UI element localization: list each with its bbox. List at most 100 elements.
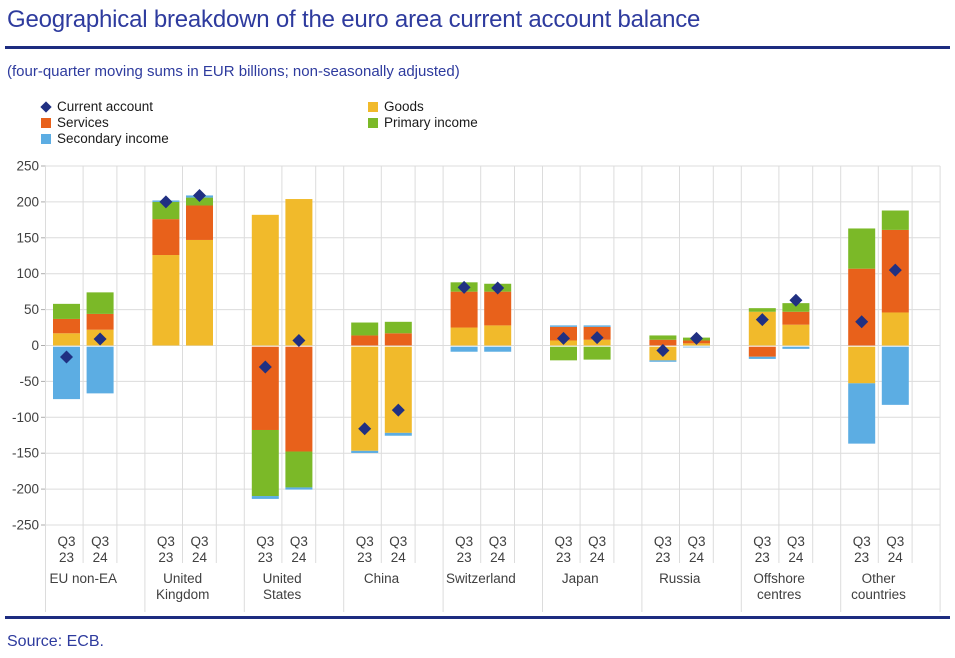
bar-segment-secondary <box>450 346 478 352</box>
current-account-marker <box>557 331 570 345</box>
y-tick-label: -100 <box>12 410 39 425</box>
bar-segment-goods <box>186 239 213 346</box>
x-tick-label: Q3 <box>489 534 507 549</box>
x-tick-label: Q3 <box>455 534 473 549</box>
y-tick-label: -200 <box>12 482 39 497</box>
y-axis-labels: 250 200 150 100 50 0 -50 -100 -150 -200 -250 <box>12 159 39 533</box>
current-account-marker <box>358 422 372 436</box>
current-account-marker <box>888 263 902 277</box>
x-tick-label: Q3 <box>787 534 805 549</box>
x-tick-label: Q3 <box>588 534 606 549</box>
bar-segment-secondary <box>86 346 114 394</box>
bar-segment-secondary <box>649 360 677 362</box>
bar-segment-primary <box>848 228 876 269</box>
current-account-marker <box>292 333 306 347</box>
x-tick-label: 24 <box>888 550 904 565</box>
bar-segment-services <box>186 205 213 240</box>
y-tick-label: 0 <box>31 338 39 353</box>
x-tick-label: 24 <box>788 550 804 565</box>
y-tick-label: 50 <box>24 302 39 317</box>
category-label: centres <box>757 587 802 602</box>
current-account-marker <box>93 332 107 346</box>
x-tick-label: Q3 <box>389 534 407 549</box>
current-account-marker <box>690 331 703 345</box>
x-tick-label: 23 <box>854 550 869 565</box>
bar-segment-services <box>384 333 412 346</box>
category-label: States <box>263 587 302 602</box>
category-label: China <box>364 571 400 586</box>
y-tick-label: 200 <box>16 194 39 209</box>
current-account-marker <box>789 293 803 307</box>
bar-segment-services <box>251 346 279 430</box>
current-account-marker <box>755 313 769 327</box>
x-tick-label: 23 <box>755 550 770 565</box>
x-tick-label: 23 <box>457 550 472 565</box>
current-account-marker <box>60 350 73 364</box>
category-label: countries <box>851 587 906 602</box>
x-tick-label: 23 <box>59 550 74 565</box>
primary-income-swatch-icon <box>368 117 378 128</box>
bar-segment-primary <box>53 303 80 319</box>
bar-segment-goods <box>782 324 810 346</box>
legend-item-primary-income: Primary income <box>368 115 478 130</box>
current-account-marker <box>855 315 869 329</box>
bar-segment-primary <box>881 210 909 230</box>
category-label: Other <box>862 571 896 586</box>
bar-segment-services <box>848 268 876 346</box>
legend-label: Goods <box>384 99 424 114</box>
x-tick-label: Q3 <box>853 534 871 549</box>
x-tick-label: Q3 <box>886 534 904 549</box>
x-tick-label: 24 <box>291 550 307 565</box>
legend-item-current-account: Current account <box>40 99 169 114</box>
y-tick-label: 150 <box>16 230 39 245</box>
category-separators <box>45 166 941 612</box>
current-account-marker <box>193 188 206 202</box>
current-account-marker <box>491 281 505 295</box>
legend-item-goods: Goods <box>368 99 478 114</box>
chart-title: Geographical breakdown of the euro area … <box>7 6 701 33</box>
chart-plot-container: 250 200 150 100 50 0 -50 -100 -150 -200 -250 Q3 23 Q3… <box>0 150 955 620</box>
current-account-diamond-icon <box>40 100 52 113</box>
legend-column-2: Goods Primary income <box>368 99 478 131</box>
y-tick-label: -250 <box>12 518 39 533</box>
x-tick-label: Q3 <box>654 534 672 549</box>
source-note: Source: ECB. <box>7 633 104 650</box>
x-tick-label: 23 <box>655 550 670 565</box>
x-tick-label: 24 <box>192 550 208 565</box>
x-tick-label: 23 <box>258 550 273 565</box>
bar-segment-services <box>285 346 313 452</box>
bar-segment-primary <box>649 335 677 340</box>
legend-label: Primary income <box>384 115 478 130</box>
bar-segment-secondary <box>881 346 909 405</box>
current-account-marker <box>457 280 471 294</box>
y-tick-label: -50 <box>19 374 39 389</box>
bar-segment-services <box>53 318 80 334</box>
bar-segment-goods <box>251 214 279 346</box>
bar-segment-secondary <box>848 383 876 444</box>
bar-segment-services <box>450 291 478 328</box>
bar-segment-goods <box>384 346 412 433</box>
x-tick-label: 23 <box>158 550 173 565</box>
bar-segment-primary <box>583 346 611 360</box>
bar-segment-services <box>748 346 776 357</box>
y-tick-label: -150 <box>12 446 39 461</box>
x-tick-label: 24 <box>93 550 109 565</box>
x-tick-label: 24 <box>590 550 606 565</box>
x-tick-label: 24 <box>391 550 407 565</box>
bar-segment-secondary <box>351 450 379 453</box>
bar-segment-primary <box>285 451 313 488</box>
x-tick-label: Q3 <box>157 534 175 549</box>
x-tick-label: Q3 <box>687 534 705 549</box>
bar-segment-goods <box>484 325 512 346</box>
bar-segment-primary <box>782 303 810 312</box>
secondary-income-swatch-icon <box>41 133 51 144</box>
category-label: Russia <box>659 571 701 586</box>
bar-segment-services <box>649 339 677 346</box>
